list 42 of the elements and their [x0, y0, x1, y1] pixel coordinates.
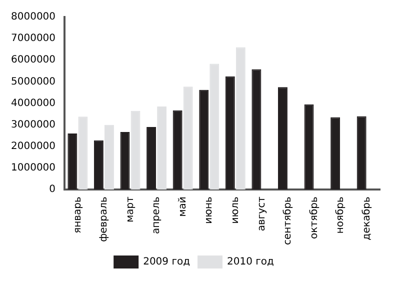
x-tick-label: сентябрь [282, 196, 294, 245]
x-tick-label: май [177, 196, 188, 217]
bar [278, 87, 288, 190]
bar [252, 69, 262, 190]
x-tick-label: декабрь [361, 196, 372, 240]
x-tick-label: февраль [98, 196, 110, 242]
x-tick-label: апрель [151, 196, 162, 234]
y-tick-label: 7000000 [10, 33, 56, 44]
bar [172, 110, 182, 190]
x-tick-label: июль [230, 196, 242, 224]
legend-label: 2010 год [227, 256, 274, 268]
bar [225, 76, 235, 190]
bar [356, 116, 366, 190]
bar [78, 116, 88, 190]
y-tick-label: 1000000 [10, 162, 56, 174]
y-tick-label: 6000000 [10, 54, 56, 66]
y-tick-label: 4000000 [10, 98, 56, 109]
bar [120, 132, 130, 190]
bar [210, 64, 220, 190]
x-tick-label: октябрь [308, 196, 320, 239]
bar [183, 86, 193, 190]
bar [146, 127, 156, 190]
y-tick-label: 0 [49, 184, 56, 196]
y-tick-label: 8000000 [10, 12, 56, 23]
bar [157, 106, 167, 190]
bar [304, 104, 314, 190]
bar [68, 133, 78, 190]
bar [330, 117, 340, 190]
x-tick-label: июнь [204, 196, 215, 224]
legend-label: 2009 год [143, 256, 190, 268]
x-tick-label: январь [72, 196, 84, 234]
x-tick-label: ноябрь [335, 196, 346, 234]
bar [104, 124, 114, 190]
x-tick-label: август [256, 196, 268, 232]
y-tick-label: 5000000 [10, 76, 56, 88]
y-tick-label: 2000000 [10, 141, 56, 152]
bar [130, 110, 140, 190]
y-tick-label: 3000000 [10, 119, 56, 130]
x-tick-label: март [124, 196, 136, 222]
bar [94, 140, 104, 190]
bar [236, 47, 246, 190]
bar [199, 90, 209, 190]
